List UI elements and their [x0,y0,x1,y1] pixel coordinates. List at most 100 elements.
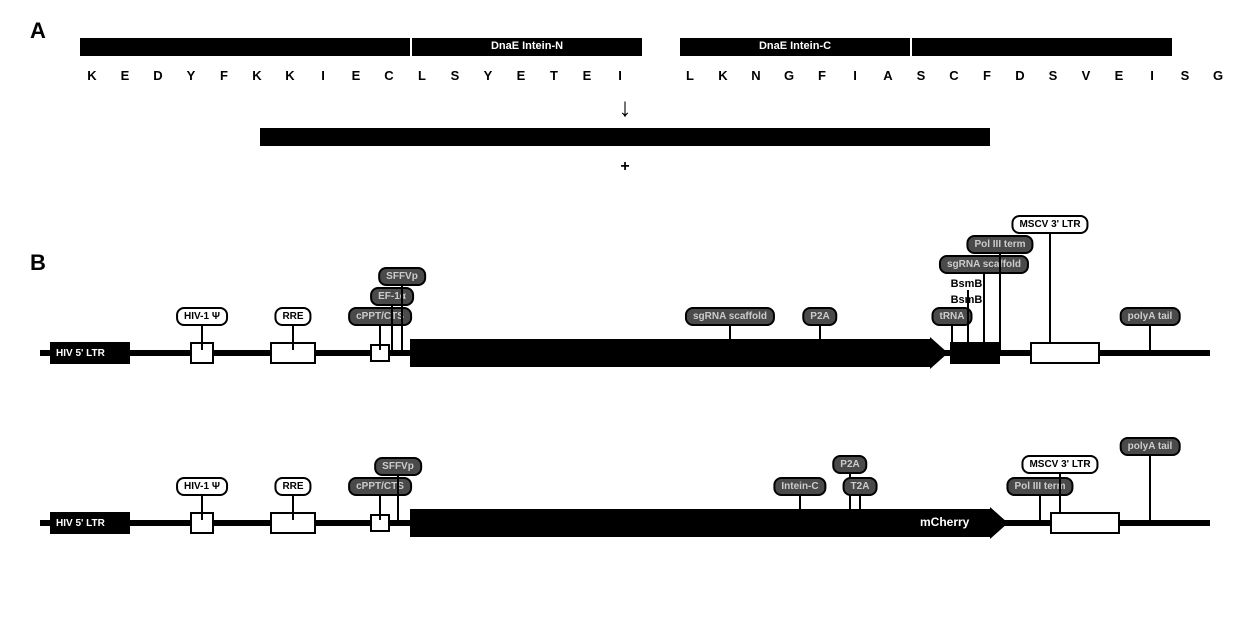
callout-label: MSCV 3' LTR [1011,215,1088,234]
aa-letter: F [812,68,832,83]
callout-line [201,494,203,520]
callout-line [951,324,953,350]
aa-letter: S [445,68,465,83]
callout-label: P2A [832,455,867,474]
vector-map: HIV 5' LTR HIV-1 Ψ RRE cPPT/CTSSFFVp mCherry… [40,420,1210,560]
callout-label: SFFVp [378,267,426,286]
aa-letter: Y [478,68,498,83]
aa-letter: N [746,68,766,83]
aa-letter: E [115,68,135,83]
callout-label: Pol III term [1006,477,1073,496]
aa-letter: I [1142,68,1162,83]
aa-letter: G [1208,68,1228,83]
intein-bar [912,38,1172,56]
ltr-3prime-box [1030,342,1100,364]
callout-line [397,474,399,520]
ltr-3prime-box [1050,512,1120,534]
callout-label: EF-1α [370,287,414,306]
callout-line [729,324,731,350]
aa-letter: E [1109,68,1129,83]
aa-letter: C [944,68,964,83]
aa-letter: K [82,68,102,83]
callout-line [292,494,294,520]
callout-label: T2A [843,477,878,496]
plus-sign: + [40,158,1210,176]
callout-label: polyA tail [1120,437,1181,456]
vector-map: HIV 5' LTRHIV-1 ΨRREcPPT/CTSEF-1αSFFVpsg… [40,250,1210,390]
intein-split-bars: DnaE Intein-N DnaE Intein-C [40,38,1210,62]
callout-label: RRE [274,307,311,326]
callout-label: Pol III term [966,235,1033,254]
callout-label: SFFVp [374,457,422,476]
aa-letter: K [247,68,267,83]
callout-line [799,494,801,520]
aa-letter: A [878,68,898,83]
aa-sequence-row: KEDYFKKIECLSYETEILKNGFIASCFDSVEISG [40,68,1210,84]
callout-label: polyA tail [1120,307,1181,326]
aa-letter: E [511,68,531,83]
ltr-5prime: HIV 5' LTR [50,512,130,534]
callout-label: HIV-1 Ψ [176,477,228,496]
aa-letter: S [1175,68,1195,83]
aa-letter: I [610,68,630,83]
gene-label: mCherry [920,515,969,529]
arrow-down: ↓ [40,94,1210,120]
gene-arrow: mCherry [410,509,990,537]
callout-line [391,304,393,350]
panel-a: DnaE Intein-NDnaE Intein-C KEDYFKKIECLSY… [40,20,1210,176]
aa-letter: C [379,68,399,83]
callout-line [859,494,861,520]
callout-line [401,284,403,350]
intein-bar: DnaE Intein-C [680,38,910,56]
cassette-block [950,342,1000,364]
aa-letter: L [680,68,700,83]
aa-letter: Y [181,68,201,83]
aa-letter: E [577,68,597,83]
callout-label: cPPT/CTS [348,477,412,496]
aa-letter: S [911,68,931,83]
aa-letter: I [313,68,333,83]
callout-label: sgRNA scaffold [685,307,775,326]
callout-line [1049,232,1051,350]
callout-line [967,290,969,350]
aa-letter: I [845,68,865,83]
intein-bar-label: DnaE Intein-C [680,40,910,52]
aa-letter: D [148,68,168,83]
aa-letter: E [346,68,366,83]
callout-label: sgRNA scaffold [939,255,1029,274]
intein-bar: DnaE Intein-N [412,38,642,56]
callout-label: RRE [274,477,311,496]
callout-label: Intein-C [773,477,826,496]
gene-arrow [410,339,930,367]
callout-line [983,272,985,350]
aa-letter: K [713,68,733,83]
callout-line [819,324,821,350]
ltr-5prime: HIV 5' LTR [50,342,130,364]
callout-line [292,324,294,350]
aa-letter: T [544,68,564,83]
aa-letter: D [1010,68,1030,83]
intein-bar-label: DnaE Intein-N [412,40,642,52]
aa-letter: S [1043,68,1063,83]
aa-letter: L [412,68,432,83]
callout-line [1149,324,1151,350]
aa-letter: K [280,68,300,83]
callout-label: P2A [802,307,837,326]
aa-letter: F [977,68,997,83]
callout-line [999,252,1001,350]
callout-line [1149,454,1151,520]
callout-text: BsmBI [951,278,986,290]
aa-letter: F [214,68,234,83]
callout-line [379,324,381,350]
merged-bar [260,128,990,146]
merged-bar-wrap [40,128,1210,152]
aa-letter: G [779,68,799,83]
panel-b: HIV 5' LTRHIV-1 ΨRREcPPT/CTSEF-1αSFFVpsg… [40,250,1210,590]
callout-line [1039,494,1041,520]
intein-bar [80,38,410,56]
callout-label: HIV-1 Ψ [176,307,228,326]
callout-line [201,324,203,350]
aa-letter: V [1076,68,1096,83]
callout-label: MSCV 3' LTR [1021,455,1098,474]
callout-line [379,494,381,520]
